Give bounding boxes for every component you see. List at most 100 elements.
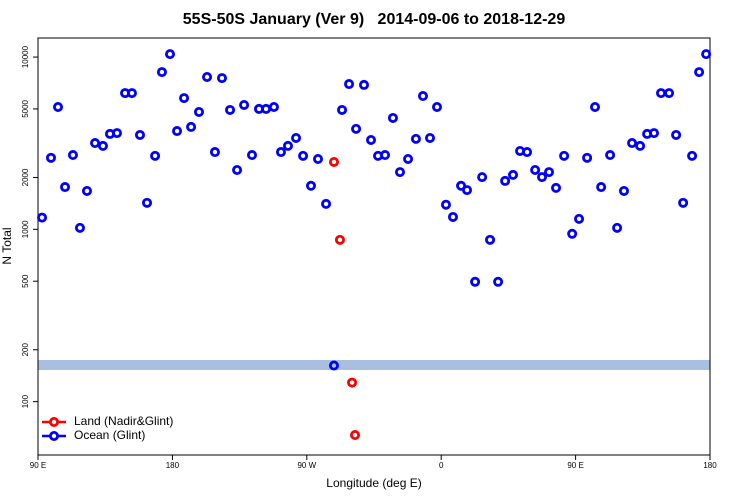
highlight-band	[38, 360, 710, 370]
point	[440, 199, 451, 210]
point	[618, 185, 629, 196]
point	[268, 101, 279, 112]
point	[701, 49, 712, 60]
legend-marker	[49, 430, 60, 441]
point	[530, 165, 541, 176]
point	[687, 150, 698, 161]
point	[350, 430, 361, 441]
point	[67, 150, 78, 161]
point	[485, 234, 496, 245]
point	[358, 79, 369, 90]
chart-title: 55S-50S January (Ver 9) 2014-09-06 to 20…	[183, 11, 566, 28]
point	[410, 133, 421, 144]
point	[165, 49, 176, 60]
y-tick-label: 200	[21, 343, 30, 357]
x-tick-label: 90 E	[30, 461, 46, 470]
point	[90, 138, 101, 149]
point	[596, 182, 607, 193]
point	[462, 185, 473, 196]
point	[344, 79, 355, 90]
point	[74, 222, 85, 233]
point	[605, 150, 616, 161]
point	[172, 126, 183, 137]
point	[209, 147, 220, 158]
point	[447, 211, 458, 222]
point	[508, 169, 519, 180]
point	[537, 172, 548, 183]
point	[394, 167, 405, 178]
point	[347, 377, 358, 388]
legend-label: Ocean (Glint)	[74, 428, 145, 442]
x-axis-title: Longitude (deg E)	[326, 476, 421, 490]
point	[216, 73, 227, 84]
point	[380, 150, 391, 161]
x-tick-label: 0	[439, 461, 444, 470]
x-tick-label: 90 E	[567, 461, 583, 470]
point	[282, 140, 293, 151]
x-tick-label: 180	[166, 461, 180, 470]
point	[275, 147, 286, 158]
point	[522, 147, 533, 158]
point	[351, 123, 362, 134]
point	[678, 197, 689, 208]
y-tick-label: 5000	[21, 99, 30, 117]
point	[321, 198, 332, 209]
y-tick-label: 500	[21, 274, 30, 288]
point	[334, 234, 345, 245]
point	[432, 101, 443, 112]
point	[671, 129, 682, 140]
point	[574, 213, 585, 224]
point	[590, 101, 601, 112]
point	[337, 104, 348, 115]
point	[225, 104, 236, 115]
point	[328, 360, 339, 371]
x-tick-label: 90 W	[297, 461, 316, 470]
point	[156, 67, 167, 78]
point	[424, 132, 435, 143]
point	[186, 121, 197, 132]
legend-label: Land (Nadir&Glint)	[74, 414, 173, 428]
point	[417, 91, 428, 102]
point	[500, 175, 511, 186]
point	[298, 150, 309, 161]
point	[193, 106, 204, 117]
point	[97, 140, 108, 151]
y-tick-label: 100	[21, 394, 30, 408]
point	[45, 152, 56, 163]
point	[142, 197, 153, 208]
point	[366, 135, 377, 146]
point	[627, 138, 638, 149]
point	[179, 93, 190, 104]
point	[493, 276, 504, 287]
point	[551, 182, 562, 193]
point	[246, 150, 257, 161]
point	[81, 185, 92, 196]
plot-frame	[37, 37, 711, 456]
point	[649, 128, 660, 139]
point	[150, 150, 161, 161]
point	[694, 67, 705, 78]
y-axis-title: N Total	[0, 227, 14, 264]
point	[202, 71, 213, 82]
y-tick-label: 2000	[21, 168, 30, 186]
point	[134, 129, 145, 140]
point	[261, 103, 272, 114]
point	[544, 167, 555, 178]
point	[291, 132, 302, 143]
point	[635, 140, 646, 151]
point	[305, 180, 316, 191]
point	[567, 228, 578, 239]
point	[664, 88, 675, 99]
point	[612, 222, 623, 233]
point	[126, 88, 137, 99]
point	[232, 165, 243, 176]
y-tick-label: 1000	[21, 220, 30, 238]
point	[328, 156, 339, 167]
point	[559, 150, 570, 161]
point	[582, 152, 593, 163]
legend-marker	[49, 416, 60, 427]
point	[53, 101, 64, 112]
point	[656, 88, 667, 99]
point	[477, 172, 488, 183]
